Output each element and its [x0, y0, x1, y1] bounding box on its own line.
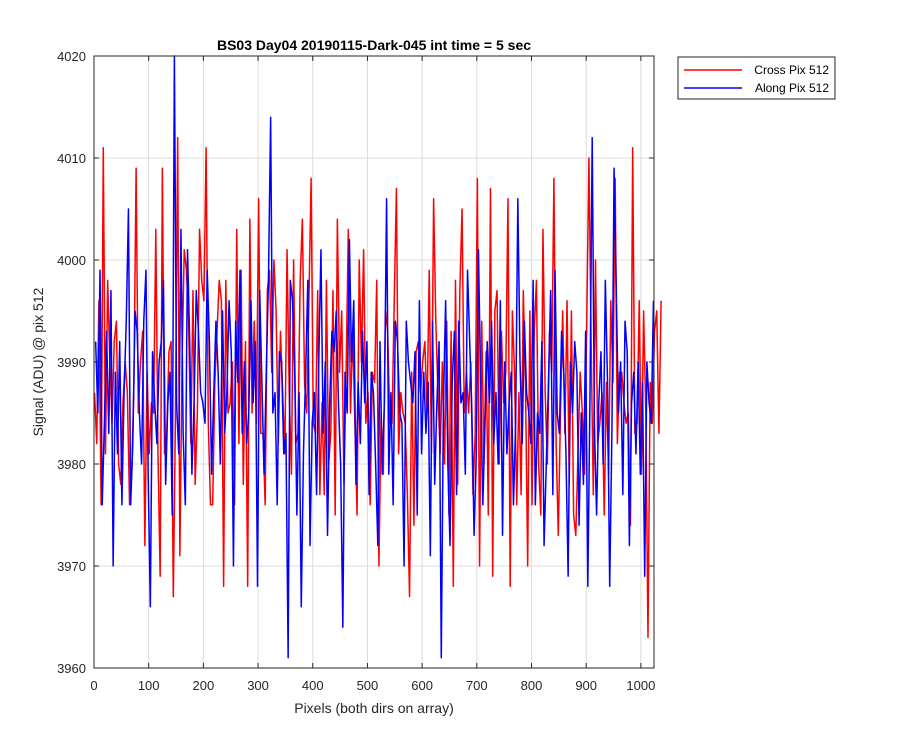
x-tick-label: 200: [193, 678, 215, 693]
x-tick-label: 300: [247, 678, 269, 693]
legend-label-cross: Cross Pix 512: [754, 63, 829, 77]
y-tick-label: 4010: [57, 151, 86, 166]
series-line-along: [94, 55, 655, 659]
x-tick-label: 700: [466, 678, 488, 693]
axis-ticks: 0 100 200 300 400 500 600 700 800 900 1000 3960 3970…: [57, 49, 655, 693]
x-tick-label: 800: [521, 678, 543, 693]
legend-box: [677, 56, 836, 100]
y-tick-label: 4020: [57, 49, 86, 64]
x-tick-label: 1000: [626, 678, 655, 693]
chart-title: BS03 Day04 20190115-Dark-045 int time = …: [217, 37, 531, 53]
legend-label-along: Along Pix 512: [755, 81, 829, 95]
x-tick-label: 400: [302, 678, 324, 693]
x-tick-label: 100: [138, 678, 160, 693]
x-axis-label: Pixels (both dirs on array): [294, 700, 454, 716]
y-tick-label: 3970: [57, 559, 86, 574]
x-tick-label: 900: [575, 678, 597, 693]
y-tick-label: 3990: [57, 355, 86, 370]
y-axis-label: Signal (ADU) @ pix 512: [30, 287, 46, 436]
legend: Cross Pix 512 Along Pix 512: [677, 56, 836, 100]
y-tick-label: 4000: [57, 253, 86, 268]
x-tick-label: 600: [411, 678, 433, 693]
y-tick-label: 3980: [57, 457, 86, 472]
x-tick-label: 0: [90, 678, 97, 693]
series-lines: [93, 55, 662, 659]
x-tick-label: 500: [357, 678, 379, 693]
y-tick-label: 3960: [57, 661, 86, 676]
